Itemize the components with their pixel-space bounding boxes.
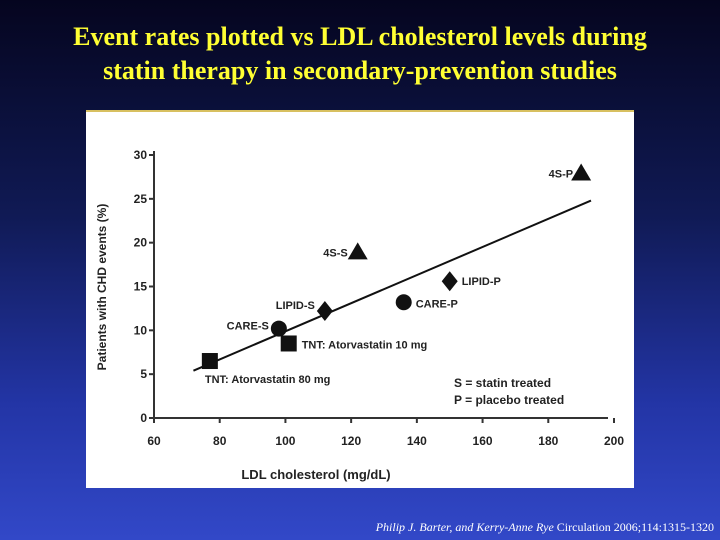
y-tick-label: 0 (140, 411, 147, 425)
citation-source: Circulation 2006;114:1315-1320 (553, 520, 714, 534)
x-tick-label: 180 (538, 434, 558, 448)
point-4s-p-label: 4S-P (549, 169, 573, 181)
x-tick-label: 120 (341, 434, 361, 448)
y-tick-label: 15 (134, 280, 148, 294)
y-tick-label: 10 (134, 323, 148, 337)
x-tick-label: 100 (275, 434, 295, 448)
y-axis-label: Patients with CHD events (%) (95, 204, 109, 371)
x-tick-label: 200 (604, 434, 624, 448)
point-4s-s (347, 242, 368, 260)
point-tnt-atorvastatin-10-mg-label: TNT: Atorvastatin 10 mg (302, 339, 428, 351)
point-lipid-s (316, 301, 333, 322)
point-lipid-p-label: LIPID-P (462, 276, 501, 288)
title-line-2: statin therapy in secondary-prevention s… (103, 56, 617, 85)
point-lipid-p (441, 271, 458, 292)
point-care-p-label: CARE-P (416, 298, 458, 310)
legend-statin: S = statin treated (454, 376, 551, 390)
point-care-p (395, 294, 412, 311)
x-tick-label: 80 (213, 434, 227, 448)
point-care-s-label: CARE-S (227, 321, 269, 333)
y-tick-label: 20 (134, 236, 148, 250)
legend-placebo: P = placebo treated (454, 393, 564, 407)
point-tnt-atorvastatin-80-mg (201, 353, 218, 370)
x-tick-label: 60 (147, 434, 161, 448)
points-group (201, 163, 592, 370)
chart-panel: 0 5 10 15 20 25 30 60 80 100 120 140 160 180 200 4S-P 4… (86, 110, 634, 488)
y-tick-label: 25 (134, 192, 148, 206)
x-tick-label: 160 (473, 434, 493, 448)
slide-title: Event rates plotted vs LDL cholesterol l… (0, 20, 720, 88)
point-lipid-s-label: LIPID-S (276, 300, 315, 312)
y-tick-label: 30 (134, 148, 148, 162)
trendline-group (193, 199, 592, 372)
point-4s-p (571, 163, 592, 181)
point-care-s (270, 320, 287, 337)
y-tick-label: 5 (140, 367, 147, 381)
axes: 0 5 10 15 20 25 30 60 80 100 120 140 160 180 200 (134, 148, 625, 448)
title-line-1: Event rates plotted vs LDL cholesterol l… (73, 22, 647, 51)
labels-group: 4S-P 4S-S LIPID-P CARE-P LIPID-S CARE-S TNT: A… (205, 169, 573, 386)
citation: Philip J. Barter, and Kerry-Anne Rye Cir… (376, 520, 714, 535)
trendline (193, 199, 592, 372)
citation-authors: Philip J. Barter, and Kerry-Anne Rye (375, 520, 554, 534)
x-tick-label: 140 (407, 434, 427, 448)
point-4s-s-label: 4S-S (323, 247, 347, 259)
x-axis-label: LDL cholesterol (mg/dL) (241, 467, 390, 482)
point-tnt-atorvastatin-10-mg (280, 335, 297, 352)
point-tnt-atorvastatin-80-mg-label: TNT: Atorvastatin 80 mg (205, 374, 331, 386)
